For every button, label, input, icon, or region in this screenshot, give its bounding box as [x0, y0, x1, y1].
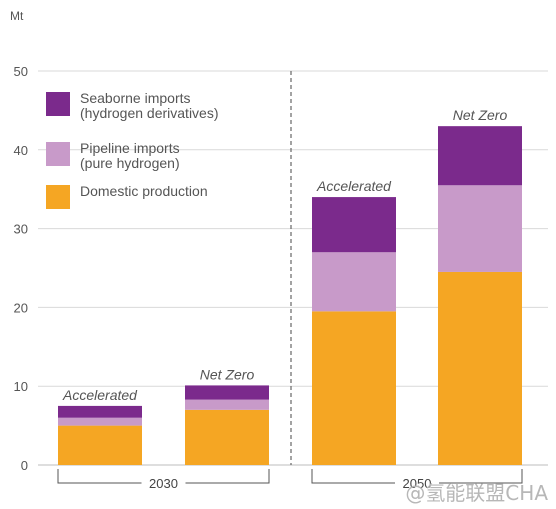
bar-segment-seaborne: [58, 405, 142, 418]
watermark-text: @氢能联盟CHA: [405, 481, 548, 505]
legend-label-pipeline: (pure hydrogen): [80, 155, 180, 171]
y-tick-label: 30: [14, 222, 28, 237]
y-tick-label: 0: [21, 458, 28, 473]
scenario-label: Accelerated: [316, 178, 392, 194]
legend-label-pipeline: Pipeline imports: [80, 140, 180, 156]
bar-segment-pipeline: [438, 185, 522, 272]
group-label-background: [141, 474, 186, 492]
bar-segment-domestic: [58, 425, 142, 465]
bar-segment-domestic: [312, 311, 396, 465]
legend-swatch-pipeline: [46, 142, 70, 166]
bar-segment-seaborne: [438, 126, 522, 186]
legend-label-seaborne: (hydrogen derivatives): [80, 105, 219, 121]
group-label: 2050: [403, 476, 432, 491]
y-tick-label: 20: [14, 300, 28, 315]
bar-segment-pipeline: [185, 399, 269, 410]
legend-swatch-domestic: [46, 185, 70, 209]
bar-segment-pipeline: [58, 417, 142, 426]
legend-label-domestic: Domestic production: [80, 183, 208, 199]
legend-swatch-seaborne: [46, 92, 70, 116]
y-tick-label: 50: [14, 64, 28, 79]
bar-segment-seaborne: [312, 197, 396, 253]
scenario-label: Net Zero: [453, 107, 508, 123]
scenario-label: Net Zero: [200, 366, 255, 382]
bar-segment-seaborne: [185, 385, 269, 400]
bar-segment-domestic: [438, 271, 522, 465]
bar-segment-domestic: [185, 409, 269, 465]
group-label: 2030: [149, 476, 178, 491]
legend-label-seaborne: Seaborne imports: [80, 90, 191, 106]
y-axis-unit-label: Mt: [10, 9, 24, 23]
group-label-background: [395, 474, 439, 492]
bar-segment-pipeline: [312, 252, 396, 312]
y-tick-label: 10: [14, 379, 28, 394]
scenario-label: Accelerated: [62, 387, 138, 403]
y-tick-label: 40: [14, 143, 28, 158]
